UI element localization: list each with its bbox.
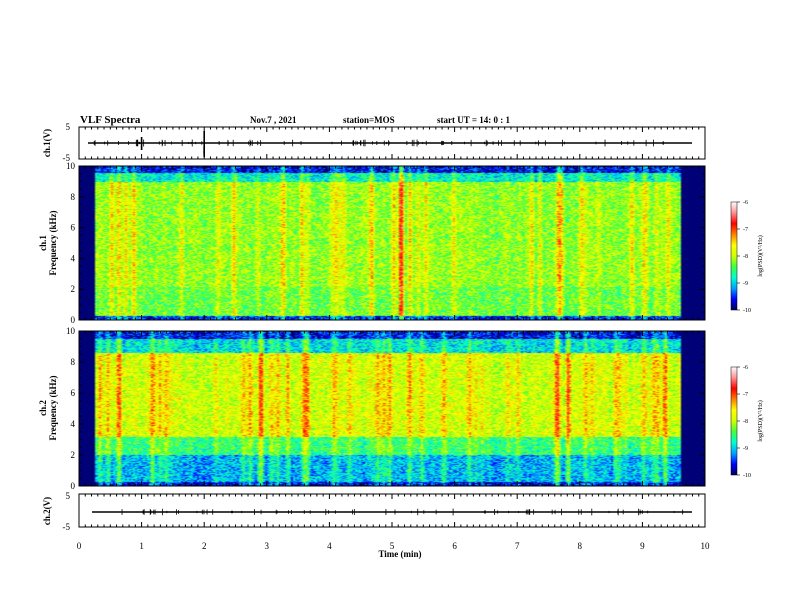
ch1-waveform-spikes — [93, 131, 664, 157]
ch1-colorbar-ticks: -6 -7 -8 -9 -10 — [737, 200, 751, 314]
y-tick-label: 2 — [71, 450, 76, 460]
ch2-wave-ytick-top: 5 — [66, 491, 71, 501]
ch1-colorbar-label: log(PSD)(V²/Hz) — [757, 235, 764, 276]
colorbar-tick-label: -7 — [743, 392, 748, 398]
y-tick-label: 6 — [71, 223, 76, 233]
ch1-spectrogram-panel: 0 2 4 6 8 10 ch.1 Frequency (kHz) — [38, 161, 706, 325]
x-tick-label: 0 — [77, 541, 82, 551]
x-tick-label: 5 — [390, 541, 395, 551]
x-tick-label: 7 — [515, 541, 520, 551]
ch1-wave-ylabel: ch.1(V) — [42, 129, 52, 157]
ch1-waveform-panel: 5 -5 ch.1(V) — [42, 122, 706, 163]
ch2-spectrogram-yticks: 0 2 4 6 8 10 — [66, 326, 705, 491]
y-tick-label: 8 — [71, 192, 76, 202]
x-tick-label: 4 — [327, 541, 332, 551]
time-axis-label: Time (min) — [378, 549, 421, 559]
colorbar-tick-label: -6 — [743, 200, 748, 206]
y-tick-label: 4 — [71, 253, 76, 263]
colorbar-tick-label: -10 — [743, 473, 751, 479]
colorbar-tick-label: -6 — [743, 365, 748, 371]
ch2-colorbar-gradient — [730, 366, 738, 476]
ch1-spectrogram-yticks: 0 2 4 6 8 10 — [66, 161, 705, 325]
colorbar-tick-label: -9 — [743, 281, 748, 287]
ch2-colorbar: -6 -7 -8 -9 -10 log(PSD)(V²/Hz) — [730, 365, 764, 479]
ch1-spec-ylabel-channel: ch.1 — [38, 235, 48, 251]
x-tick-label: 2 — [202, 541, 207, 551]
ch2-spec-ylabel-frequency: Frequency (kHz) — [48, 375, 58, 440]
x-tick-label: 1 — [139, 541, 144, 551]
ch2-waveform-spikes — [121, 508, 684, 516]
start-time-label: start UT = 14: 0 : 1 — [437, 115, 510, 125]
y-tick-label: 4 — [71, 419, 76, 429]
x-tick-label: 6 — [452, 541, 457, 551]
ch2-wave-ytick-bottom: -5 — [63, 522, 71, 532]
time-axis-tick-labels: 0 1 2 3 4 5 6 7 8 9 10 — [77, 541, 710, 551]
ch1-wave-ytick-top: 5 — [66, 122, 71, 132]
ch2-spec-ylabel-channel: ch.2 — [38, 400, 48, 416]
colorbar-tick-label: -9 — [743, 446, 748, 452]
colorbar-tick-label: -8 — [743, 254, 748, 260]
y-tick-label: 0 — [71, 481, 76, 491]
x-tick-label: 9 — [640, 541, 645, 551]
y-tick-label: 6 — [71, 388, 76, 398]
x-tick-label: 10 — [701, 541, 711, 551]
colorbar-tick-label: -10 — [743, 308, 751, 314]
x-tick-label: 8 — [578, 541, 583, 551]
y-tick-label: 10 — [66, 326, 76, 336]
ch2-spectrogram-panel: 0 2 4 6 8 10 ch.2 Frequency (kHz) — [38, 326, 706, 491]
ch1-spectrogram-heatmap — [79, 166, 705, 320]
y-tick-label: 2 — [71, 284, 76, 294]
time-axis-ticks — [78, 127, 706, 527]
x-tick-label: 3 — [265, 541, 270, 551]
ch2-colorbar-ticks: -6 -7 -8 -9 -10 — [737, 365, 751, 479]
ch1-spec-ylabel-frequency: Frequency (kHz) — [48, 210, 58, 275]
ch1-colorbar: -6 -7 -8 -9 -10 log(PSD)(V²/Hz) — [730, 200, 764, 314]
ch2-colorbar-label: log(PSD)(V²/Hz) — [757, 400, 764, 441]
ch2-waveform-frame — [78, 493, 706, 528]
ch1-colorbar-gradient — [730, 201, 738, 311]
colorbar-tick-label: -7 — [743, 227, 748, 233]
y-tick-label: 0 — [71, 315, 76, 325]
y-tick-label: 8 — [71, 357, 76, 367]
ch1-wave-ytick-bottom: -5 — [63, 153, 71, 163]
figure-title: VLF Spectra — [80, 114, 141, 126]
ch2-spectrogram-heatmap — [79, 331, 705, 486]
colorbar-tick-label: -8 — [743, 419, 748, 425]
y-tick-label: 10 — [66, 161, 76, 171]
station-label: station=MOS — [343, 115, 395, 125]
ch2-wave-ylabel: ch.2(V) — [42, 497, 52, 525]
date-label: Nov.7 , 2021 — [250, 115, 297, 125]
ch2-waveform-panel: 5 -5 ch.2(V) — [42, 491, 706, 532]
